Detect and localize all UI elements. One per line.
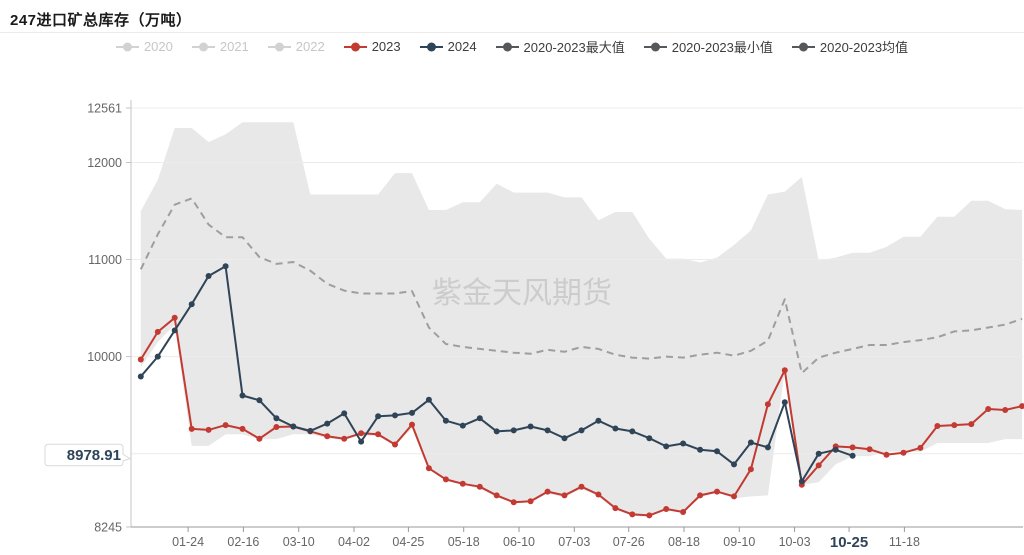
series-2023 — [137, 314, 1024, 519]
x-tick-label: 06-10 — [503, 535, 535, 549]
chart-legend: 2020 2021 2022 2023 2024 2020-2023最大值 2020-202… — [0, 37, 1024, 56]
x-tick-label: 11-18 — [889, 535, 920, 549]
x-tick-label: 07-26 — [613, 535, 645, 549]
legend-label: 2024 — [447, 39, 477, 54]
legend-item-2020-2023最小值[interactable]: 2020-2023最小值 — [643, 37, 773, 56]
legend-label: 2020-2023均值 — [819, 40, 909, 55]
x-tick-label: 05-18 — [448, 535, 480, 549]
series-mean — [139, 197, 1023, 375]
legend-line-marker-icon — [791, 42, 815, 51]
x-tick-label: 03-10 — [283, 535, 315, 549]
y-tick-label: 12000 — [87, 156, 122, 170]
y-tick-label: 11000 — [88, 253, 122, 267]
x-tick-label: 02-16 — [227, 535, 259, 549]
axes: 12561 12000 11000 10000 8245 01-24 02-16 03-10 0… — [87, 100, 1023, 549]
y-axis-pointer-label: 8978.91 — [44, 443, 132, 467]
legend-label: 2023 — [371, 39, 401, 54]
legend-item-2020-2023均值[interactable]: 2020-2023均值 — [791, 37, 909, 56]
gridlines — [131, 107, 1023, 455]
legend-label: 2022 — [295, 39, 325, 54]
y-tick-label: 8245 — [94, 521, 122, 535]
svg-text:8978.91: 8978.91 — [67, 447, 121, 464]
x-tick-label: 08-18 — [668, 535, 700, 549]
legend-label: 2020-2023最小值 — [671, 40, 773, 55]
legend-line-marker-icon — [191, 42, 215, 51]
legend-label: 2020-2023最大值 — [523, 40, 625, 55]
legend-line-marker-icon — [343, 42, 367, 51]
legend-item-2023[interactable]: 2023 — [343, 39, 401, 54]
legend-label: 2021 — [219, 39, 249, 54]
x-tick-label: 04-02 — [338, 535, 370, 549]
legend-line-marker-icon — [495, 42, 519, 51]
x-tick-label: 07-03 — [558, 535, 590, 549]
legend-item-2024[interactable]: 2024 — [419, 39, 477, 54]
x-axis-pointer-label: 10-25 — [816, 532, 883, 551]
legend-line-marker-icon — [419, 42, 443, 51]
svg-text:10-25: 10-25 — [830, 534, 868, 551]
legend-line-marker-icon — [115, 42, 139, 51]
legend-label: 2020 — [143, 39, 173, 54]
x-tick-label: 10-03 — [779, 535, 811, 549]
chart-title: 247进口矿总库存（万吨） — [10, 12, 192, 29]
x-tick-label: 01-24 — [172, 535, 204, 549]
x-tick-label: 04-25 — [392, 535, 424, 549]
legend-line-marker-icon — [643, 42, 667, 51]
legend-line-marker-icon — [267, 42, 291, 51]
legend-item-2020-2023最大值[interactable]: 2020-2023最大值 — [495, 37, 625, 56]
y-tick-label: 10000 — [87, 350, 122, 364]
chart-header: 247进口矿总库存（万吨） — [0, 0, 1024, 33]
series-2024 — [137, 263, 856, 485]
watermark: 紫金天风期货 — [432, 277, 612, 310]
legend-item-2022[interactable]: 2022 — [267, 39, 325, 54]
x-tick-label: 09-10 — [723, 535, 755, 549]
y-tick-label: 12561 — [87, 102, 122, 116]
legend-item-2021[interactable]: 2021 — [191, 39, 249, 54]
minmax-band — [140, 122, 1023, 517]
legend-item-2020[interactable]: 2020 — [115, 39, 173, 54]
